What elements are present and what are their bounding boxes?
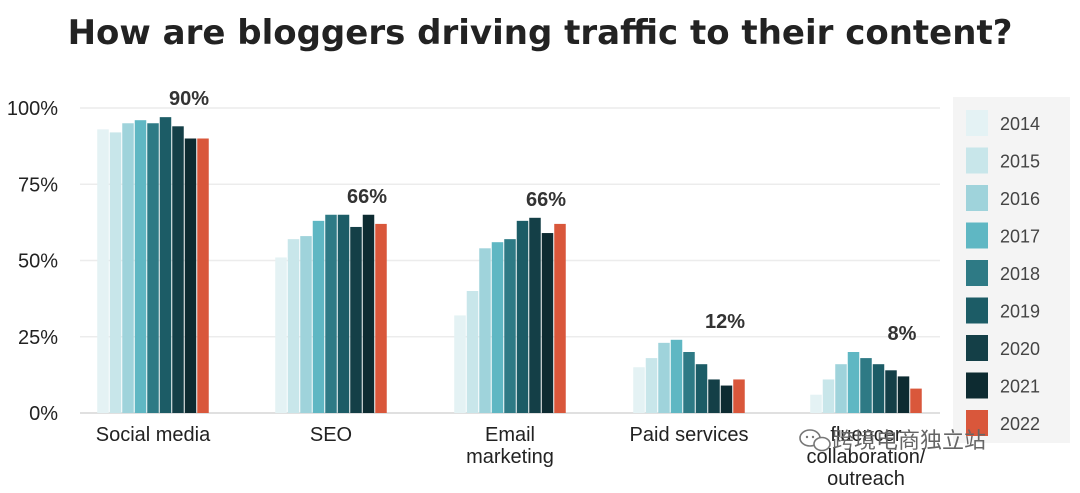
bar <box>516 220 529 413</box>
legend-swatch <box>966 260 988 286</box>
bar <box>847 352 860 413</box>
bar <box>122 123 134 413</box>
watermark-text: 跨境电商独立站 <box>832 429 986 454</box>
bar <box>810 394 822 413</box>
bar <box>325 214 337 413</box>
legend-swatch <box>966 335 988 361</box>
legend-swatch <box>966 410 988 436</box>
data-label: 90% <box>169 88 209 110</box>
y-tick-label: 0% <box>29 403 58 425</box>
bar <box>708 379 720 413</box>
bar <box>337 214 350 413</box>
bar <box>658 342 670 413</box>
data-label: 66% <box>526 189 566 211</box>
bar <box>885 370 897 413</box>
y-tick-label: 75% <box>18 174 58 196</box>
y-axis-ticks: 0% 25% 50% 75% 100% <box>7 98 58 425</box>
x-tick-label: Social media <box>96 424 211 446</box>
legend-swatch <box>966 185 988 211</box>
bars <box>97 117 922 414</box>
legend-label: 2014 <box>1000 114 1040 134</box>
bar <box>134 120 147 413</box>
bar <box>529 217 541 413</box>
bar <box>733 379 745 413</box>
bar <box>872 364 885 413</box>
wechat-icon <box>799 429 831 452</box>
bar <box>683 352 695 413</box>
bar <box>287 239 300 413</box>
bar <box>835 364 847 413</box>
legend: 2014 2015 2016 2017 2018 2019 2020 2021 2022 <box>953 97 1070 443</box>
legend-swatch <box>966 372 988 399</box>
bar <box>822 379 835 413</box>
legend-swatch <box>966 147 988 174</box>
bar <box>633 367 645 413</box>
bar <box>172 126 184 414</box>
watermark: 跨境电商独立站 <box>799 429 986 454</box>
legend-label: 2021 <box>1000 377 1040 397</box>
legend-label: 2015 <box>1000 152 1040 172</box>
legend-label: 2019 <box>1000 302 1040 322</box>
x-tick-label: Email marketing <box>466 424 554 468</box>
bar <box>147 123 159 413</box>
bar <box>541 233 554 413</box>
legend-label: 2017 <box>1000 227 1040 247</box>
bar <box>159 117 172 414</box>
legend-label: 2018 <box>1000 264 1040 284</box>
bar <box>645 358 658 413</box>
bar <box>109 132 122 413</box>
bar <box>897 376 910 413</box>
bar <box>554 223 566 413</box>
bar <box>491 242 504 413</box>
bar <box>275 257 287 413</box>
bar <box>350 226 362 413</box>
bar <box>504 239 516 413</box>
chart-title: How are bloggers driving traffic to thei… <box>68 13 1013 53</box>
data-label: 66% <box>347 186 387 208</box>
bar <box>300 236 312 413</box>
bar <box>454 315 466 413</box>
data-labels: 90% 66% 66% 12% 8% <box>169 88 917 345</box>
bar <box>184 138 197 413</box>
bar <box>860 358 872 413</box>
bar <box>910 388 922 413</box>
bar <box>362 214 375 413</box>
bar <box>720 385 733 413</box>
bar <box>197 138 209 413</box>
legend-swatch <box>966 222 988 249</box>
legend-label: 2020 <box>1000 339 1040 359</box>
legend-label: 2016 <box>1000 189 1040 209</box>
bar <box>695 364 708 413</box>
bar <box>312 220 325 413</box>
data-label: 8% <box>888 323 917 345</box>
legend-swatch <box>966 297 988 324</box>
y-tick-label: 50% <box>18 251 58 273</box>
legend-label: 2022 <box>1000 414 1040 434</box>
data-label: 12% <box>705 311 745 333</box>
x-tick-label: Paid services <box>630 424 749 446</box>
x-tick-label: SEO <box>310 424 352 446</box>
x-tick-label: fluencer collaboration/outreach <box>807 424 926 490</box>
y-tick-label: 25% <box>18 327 58 349</box>
bar <box>670 339 683 413</box>
bar <box>375 223 387 413</box>
bar <box>479 248 491 413</box>
legend-swatch <box>966 110 988 136</box>
y-tick-label: 100% <box>7 98 58 120</box>
x-axis-ticks: Social media SEO Email marketing Paid servic… <box>96 424 926 490</box>
bar <box>466 291 479 413</box>
bar <box>97 129 109 413</box>
